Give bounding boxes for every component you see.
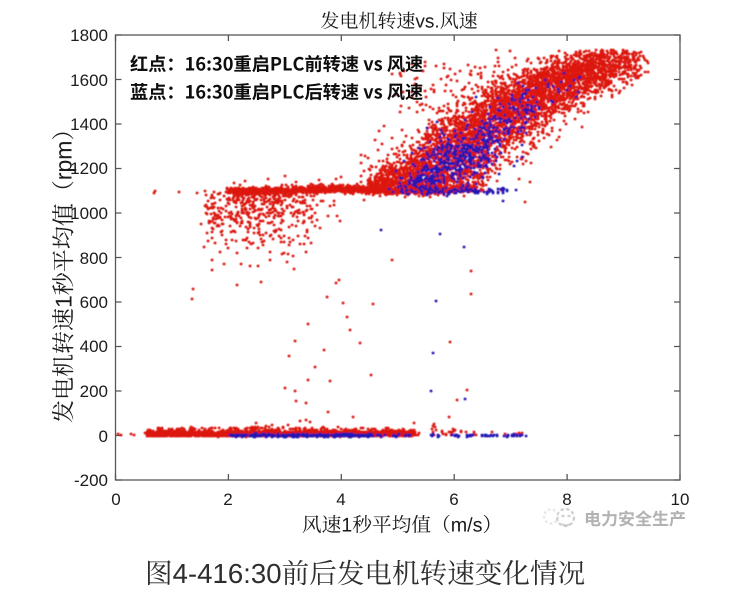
svg-text:1000: 1000	[70, 204, 108, 223]
svg-text:2: 2	[223, 490, 232, 509]
svg-text:0: 0	[99, 427, 108, 446]
svg-text:1800: 1800	[70, 26, 108, 45]
svg-text:600: 600	[80, 293, 108, 312]
svg-text:1400: 1400	[70, 115, 108, 134]
svg-text:-200: -200	[74, 471, 108, 490]
svg-text:8: 8	[562, 490, 571, 509]
svg-text:4: 4	[336, 490, 345, 509]
svg-text:10: 10	[671, 490, 690, 509]
svg-text:200: 200	[80, 382, 108, 401]
svg-text:6: 6	[449, 490, 458, 509]
svg-text:0: 0	[111, 490, 120, 509]
svg-text:400: 400	[80, 337, 108, 356]
svg-text:1600: 1600	[70, 71, 108, 90]
svg-text:1200: 1200	[70, 159, 108, 178]
svg-text:800: 800	[80, 249, 108, 268]
